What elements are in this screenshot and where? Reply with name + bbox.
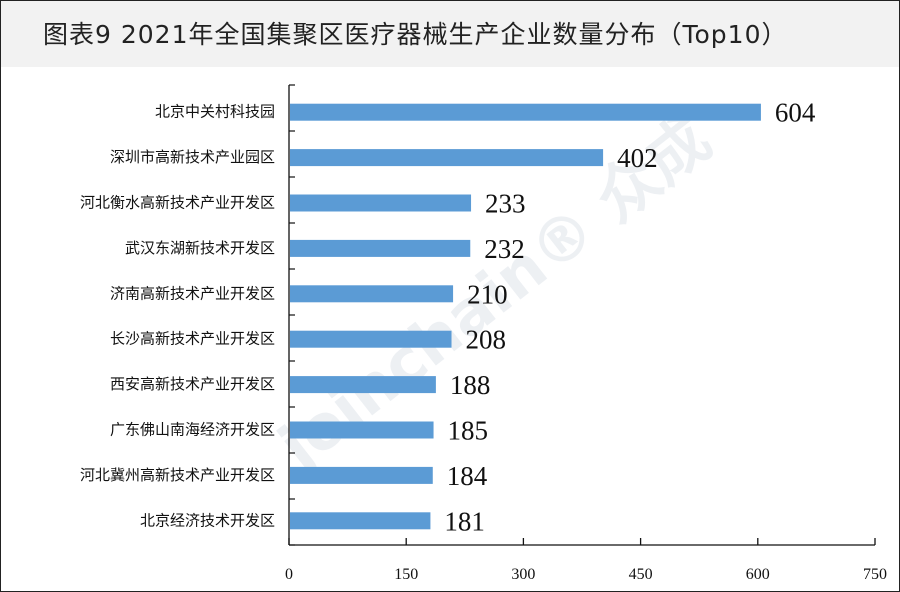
category-label: 深圳市高新技术产业园区 [110, 148, 275, 166]
category-label: 北京中关村科技园 [155, 103, 275, 121]
chart-title: 图表9 2021年全国集聚区医疗器械生产企业数量分布（Top10） [43, 20, 788, 49]
x-tick-label: 600 [746, 566, 770, 583]
data-label: 208 [466, 325, 507, 355]
data-label: 181 [444, 506, 485, 536]
bar [290, 239, 471, 257]
data-label: 188 [450, 370, 491, 400]
data-label: 185 [448, 416, 489, 446]
bar [290, 149, 604, 167]
category-label: 北京经济技术开发区 [140, 511, 275, 529]
bar [290, 376, 436, 394]
data-label: 402 [617, 143, 658, 173]
title-bar: 图表9 2021年全国集聚区医疗器械生产企业数量分布（Top10） [1, 1, 899, 67]
bar [290, 421, 434, 439]
category-label: 济南高新技术产业开发区 [110, 284, 275, 302]
bar [290, 194, 472, 212]
category-label: 武汉东湖新技术开发区 [125, 239, 275, 257]
category-label: 广东佛山南海经济开发区 [110, 421, 275, 439]
bar [290, 512, 431, 530]
bar [290, 466, 433, 484]
category-label: 长沙高新技术产业开发区 [110, 330, 275, 348]
x-tick-label: 750 [863, 566, 887, 583]
x-tick-label: 300 [511, 566, 535, 583]
bar [290, 330, 452, 348]
category-label: 西安高新技术产业开发区 [110, 375, 275, 393]
category-label: 河北衡水高新技术产业开发区 [80, 194, 275, 212]
bar [290, 285, 454, 303]
data-label: 233 [485, 189, 526, 219]
x-tick-label: 450 [629, 566, 653, 583]
data-label: 184 [447, 461, 488, 491]
x-tick-label: 0 [285, 566, 293, 583]
data-label: 604 [775, 98, 816, 128]
data-label: 210 [467, 279, 508, 309]
data-label: 232 [484, 234, 525, 264]
x-tick-label: 150 [394, 566, 418, 583]
bar [290, 103, 761, 121]
category-label: 河北冀州高新技术产业开发区 [80, 466, 275, 484]
